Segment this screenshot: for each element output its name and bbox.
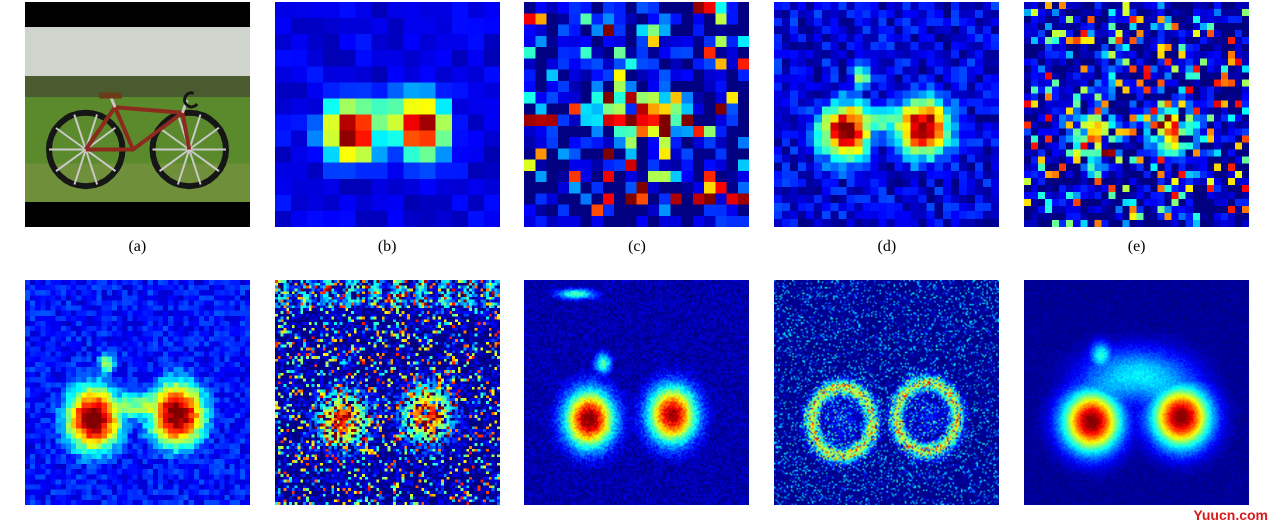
panel-label-a: (a) xyxy=(25,238,250,256)
panel-e-heatmap xyxy=(1024,2,1249,227)
panel-b-heatmap xyxy=(275,2,500,227)
panel-f-heatmap xyxy=(25,280,250,505)
panel-label-b: (b) xyxy=(275,238,500,256)
panel-label-d: (d) xyxy=(774,238,999,256)
figure-grid: (a) (b) (c) (d) (e) Yuucn.com xyxy=(0,0,1274,529)
panel-d-heatmap xyxy=(774,2,999,227)
panel-i-heatmap xyxy=(774,280,999,505)
watermark-text: Yuucn.com xyxy=(1193,507,1268,523)
figure-row-1 xyxy=(0,2,1274,227)
panel-g-heatmap xyxy=(275,280,500,505)
panel-h-heatmap xyxy=(524,280,749,505)
panel-label-c: (c) xyxy=(524,238,749,256)
figure-row-labels: (a) (b) (c) (d) (e) xyxy=(0,238,1274,256)
figure-row-2 xyxy=(0,280,1274,505)
panel-j-heatmap xyxy=(1024,280,1249,505)
panel-a-input-image xyxy=(25,2,250,227)
panel-c-heatmap xyxy=(524,2,749,227)
panel-label-e: (e) xyxy=(1024,238,1249,256)
